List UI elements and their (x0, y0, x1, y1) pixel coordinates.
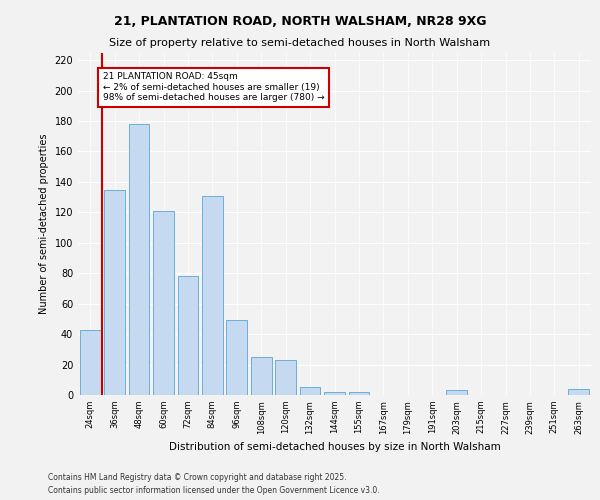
Bar (324, 392, 345, 395)
X-axis label: Distribution of semi-detached houses by size in North Walsham: Distribution of semi-detached houses by … (169, 442, 500, 452)
Bar (446, 390, 467, 395)
Bar (178, 276, 199, 395)
Bar (299, 388, 320, 395)
Bar (80, 330, 101, 395)
Y-axis label: Number of semi-detached properties: Number of semi-detached properties (39, 134, 49, 314)
Bar (202, 196, 223, 395)
Text: Contains public sector information licensed under the Open Government Licence v3: Contains public sector information licen… (48, 486, 380, 495)
Bar (349, 392, 370, 395)
Bar (226, 320, 247, 395)
Bar (153, 211, 174, 395)
Bar (275, 360, 296, 395)
Bar (104, 190, 125, 395)
Text: 21 PLANTATION ROAD: 45sqm
← 2% of semi-detached houses are smaller (19)
98% of s: 21 PLANTATION ROAD: 45sqm ← 2% of semi-d… (103, 72, 325, 102)
Bar (568, 389, 589, 395)
Text: Size of property relative to semi-detached houses in North Walsham: Size of property relative to semi-detach… (109, 38, 491, 48)
Bar (128, 124, 149, 395)
Bar (251, 357, 272, 395)
Text: Contains HM Land Registry data © Crown copyright and database right 2025.: Contains HM Land Registry data © Crown c… (48, 474, 347, 482)
Text: 21, PLANTATION ROAD, NORTH WALSHAM, NR28 9XG: 21, PLANTATION ROAD, NORTH WALSHAM, NR28… (114, 15, 486, 28)
